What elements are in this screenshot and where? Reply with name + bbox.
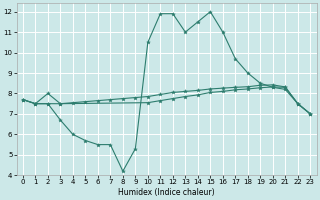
X-axis label: Humidex (Indice chaleur): Humidex (Indice chaleur) — [118, 188, 215, 197]
